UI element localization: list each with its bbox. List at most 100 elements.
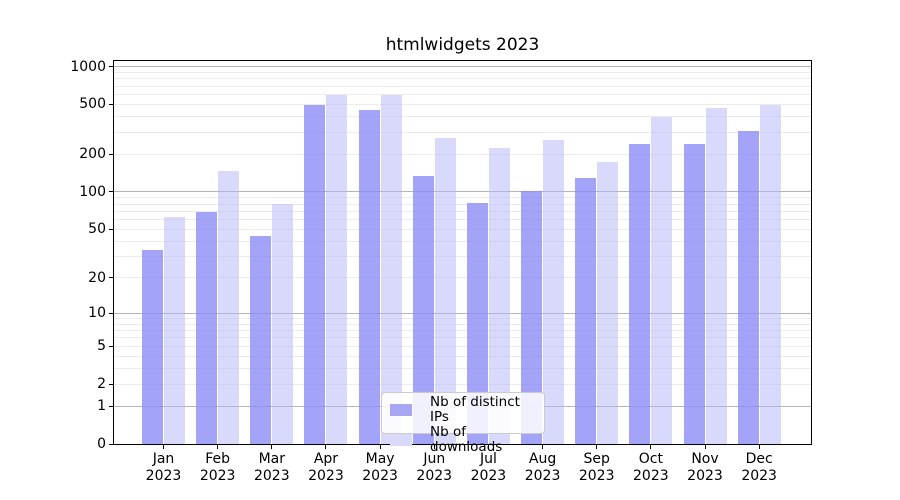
minor-gridline: [114, 345, 811, 347]
y-tick-mark: [109, 228, 113, 230]
bar-downloads: [434, 138, 456, 444]
bar-downloads: [380, 94, 402, 444]
x-tick-mark: [542, 445, 544, 449]
y-tick-label: 50: [88, 221, 106, 238]
x-tick-label: Dec 2023: [741, 451, 777, 484]
minor-gridline: [114, 228, 811, 230]
x-tick-label: Apr 2023: [308, 451, 344, 484]
x-tick-label: Nov 2023: [687, 451, 723, 484]
minor-gridline: [114, 383, 811, 385]
y-tick-label: 100: [79, 183, 106, 200]
y-tick-mark: [109, 312, 113, 314]
y-tick-mark: [109, 153, 113, 155]
y-tick-label: 5: [97, 338, 106, 355]
major-gridline: [114, 191, 811, 193]
x-tick-mark: [217, 445, 219, 449]
bar-downloads: [326, 94, 348, 444]
plot-area: [113, 60, 812, 445]
minor-gridline: [114, 240, 811, 242]
minor-gridline: [114, 71, 811, 73]
x-tick-mark: [433, 445, 435, 449]
y-tick-label: 20: [88, 269, 106, 286]
major-gridline: [114, 312, 811, 314]
legend-item-downloads: Nb of downloads: [390, 425, 536, 455]
minor-gridline: [114, 103, 811, 105]
minor-gridline: [114, 203, 811, 205]
minor-gridline: [114, 197, 811, 199]
x-tick-label: Oct 2023: [633, 451, 669, 484]
x-tick-mark: [596, 445, 598, 449]
bar-distinct-ips: [304, 104, 326, 444]
minor-gridline: [114, 78, 811, 80]
bar-distinct-ips: [250, 236, 272, 444]
legend-swatch-distinct-ips-icon: [390, 404, 412, 416]
bar-distinct-ips: [466, 202, 488, 444]
legend-label-downloads: Nb of downloads: [430, 424, 503, 455]
minor-gridline: [114, 85, 811, 87]
minor-gridline: [114, 277, 811, 279]
bar-downloads: [164, 216, 185, 444]
bar-distinct-ips: [412, 176, 434, 444]
x-tick-mark: [163, 445, 164, 449]
minor-gridline: [114, 323, 811, 325]
bar-distinct-ips: [358, 109, 380, 444]
minor-gridline: [114, 116, 811, 118]
y-tick-label: 1000: [70, 58, 106, 75]
major-gridline: [114, 66, 811, 68]
minor-gridline: [114, 94, 811, 96]
bar-downloads: [705, 108, 727, 444]
bar-distinct-ips: [575, 178, 597, 444]
y-tick-label: 10: [88, 305, 106, 322]
bar-distinct-ips: [521, 191, 543, 444]
y-tick-mark: [109, 66, 113, 68]
minor-gridline: [114, 255, 811, 257]
x-tick-mark: [704, 445, 706, 449]
y-tick-mark: [109, 191, 113, 193]
y-tick-label: 2: [97, 376, 106, 392]
x-tick-label: May 2023: [362, 451, 398, 484]
bar-downloads: [488, 147, 510, 444]
bar-downloads: [272, 204, 294, 444]
bar-distinct-ips: [737, 131, 759, 444]
minor-gridline: [114, 131, 811, 133]
minor-gridline: [114, 329, 811, 331]
minor-gridline: [114, 367, 811, 369]
x-tick-mark: [758, 445, 760, 449]
y-tick-label: 200: [79, 146, 106, 163]
bar-distinct-ips: [629, 144, 651, 444]
y-tick-mark: [109, 103, 113, 105]
legend-swatch-downloads-icon: [390, 434, 412, 446]
x-tick-label: Jun 2023: [416, 451, 453, 484]
x-tick-label: Jan 2023: [145, 451, 182, 484]
bar-downloads: [543, 140, 565, 444]
y-tick-mark: [109, 383, 113, 385]
x-tick-label: Sep 2023: [578, 451, 615, 484]
x-tick-label: Mar 2023: [253, 451, 290, 484]
x-tick-mark: [650, 445, 652, 449]
y-tick-mark: [109, 443, 113, 445]
x-tick-label: Jul 2023: [470, 451, 507, 484]
chart-title: htmlwidgets 2023: [385, 35, 540, 55]
minor-gridline: [114, 210, 811, 212]
minor-gridline: [114, 337, 811, 339]
y-tick-mark: [109, 277, 113, 279]
bar-distinct-ips: [683, 144, 705, 444]
minor-gridline: [114, 355, 811, 357]
y-tick-label: 500: [79, 96, 106, 113]
x-tick-mark: [271, 445, 273, 449]
y-tick-label: 0: [97, 436, 106, 452]
legend-item-distinct-ips: Nb of distinct IPs: [390, 395, 536, 425]
x-tick-label: Aug 2023: [524, 451, 561, 484]
y-tick-mark: [109, 345, 113, 347]
bar-downloads: [759, 104, 781, 444]
y-tick-label: 1: [97, 398, 106, 415]
bar-downloads: [651, 116, 673, 444]
bar-downloads: [218, 171, 240, 444]
x-tick-label: Feb 2023: [199, 451, 236, 484]
bar-downloads: [597, 162, 619, 444]
bar-distinct-ips: [142, 249, 163, 444]
minor-gridline: [114, 153, 811, 155]
x-tick-mark: [487, 445, 489, 449]
x-tick-mark: [379, 445, 381, 449]
